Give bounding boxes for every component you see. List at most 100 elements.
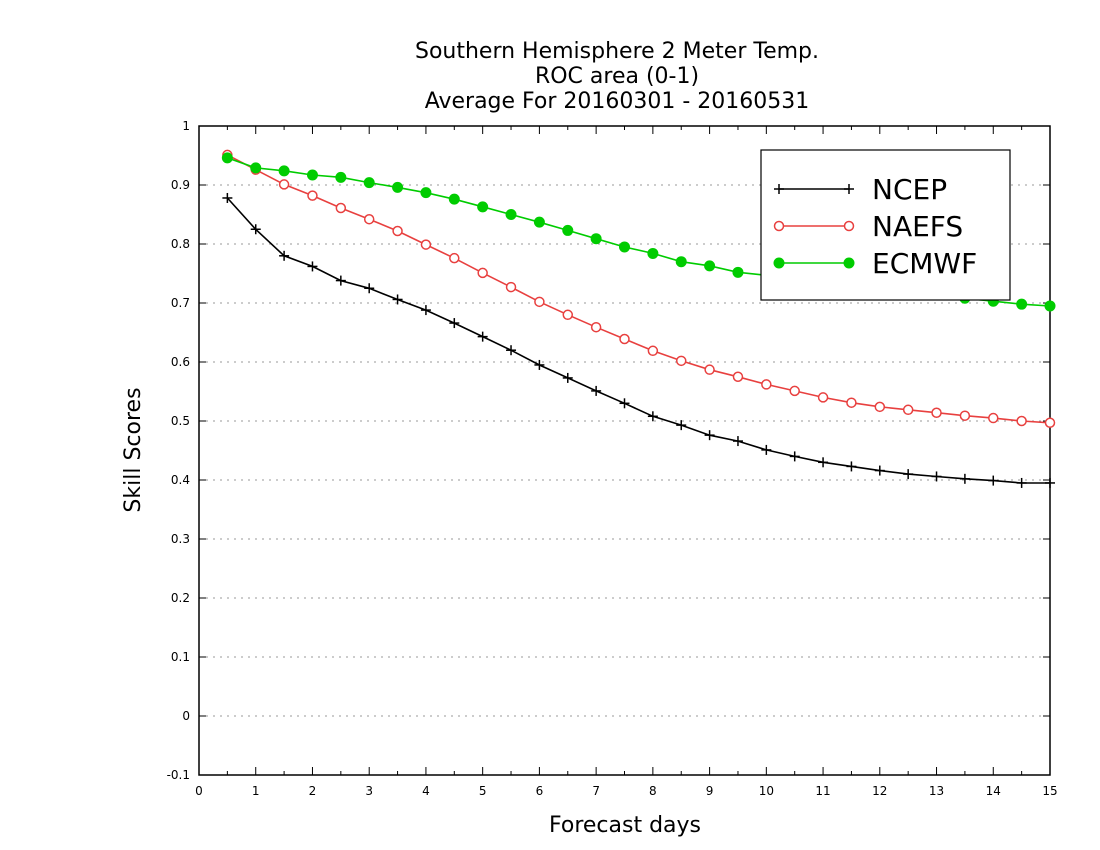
data-point-ncep	[704, 430, 715, 441]
x-tick-label: 6	[536, 784, 544, 798]
legend-marker-ncep	[844, 184, 854, 194]
x-axis-label: Forecast days	[549, 813, 701, 838]
data-point-ncep	[307, 261, 318, 272]
data-point-naefs	[534, 296, 545, 308]
x-tick-label: 5	[479, 784, 487, 798]
data-point-ncep	[789, 451, 800, 462]
data-point-ecmwf	[448, 193, 460, 205]
x-tick-label: 2	[309, 784, 317, 798]
data-point-ncep	[1045, 477, 1055, 488]
data-point-ecmwf	[732, 266, 744, 278]
data-point-naefs	[420, 239, 432, 250]
data-point-naefs	[874, 401, 886, 413]
data-point-ecmwf	[335, 171, 347, 183]
x-tick-label: 12	[872, 784, 887, 798]
data-point-ecmwf	[420, 187, 432, 199]
chart-title-line-2: ROC area (0-1)	[535, 64, 699, 89]
y-tick-label: 0.1	[171, 650, 190, 664]
legend-marker-naefs	[773, 220, 785, 232]
y-tick-label: 0.3	[171, 532, 190, 546]
data-point-ncep	[959, 473, 970, 484]
x-tick-label: 7	[592, 784, 600, 798]
data-point-ecmwf	[675, 256, 687, 268]
data-point-naefs	[789, 385, 800, 397]
x-tick-label: 9	[706, 784, 714, 798]
data-point-ncep	[846, 461, 857, 472]
y-tick-label: 0	[182, 709, 190, 723]
data-point-naefs	[817, 392, 829, 403]
y-tick-label: 1	[182, 119, 190, 133]
data-point-naefs	[562, 309, 574, 321]
data-point-ncep	[420, 305, 431, 316]
data-point-ecmwf	[562, 224, 574, 236]
data-point-naefs	[704, 364, 715, 375]
data-point-ncep	[534, 359, 545, 370]
y-tick-label: 0.2	[171, 591, 190, 605]
data-point-naefs	[619, 333, 630, 345]
data-point-ncep	[903, 469, 914, 480]
x-tick-label: 13	[929, 784, 944, 798]
data-point-naefs	[363, 213, 375, 225]
data-point-naefs	[959, 410, 971, 421]
data-point-naefs	[1016, 415, 1027, 427]
x-tick-label: 3	[365, 784, 373, 798]
data-point-ncep	[506, 345, 517, 356]
y-tick-label: 0.7	[171, 296, 190, 310]
x-tick-label: 14	[986, 784, 1001, 798]
data-point-ncep	[562, 372, 573, 383]
data-point-ncep	[335, 275, 346, 286]
chart-title-line-1: Southern Hemisphere 2 Meter Temp.	[415, 39, 819, 64]
data-point-naefs	[477, 267, 488, 279]
series-lines	[221, 149, 1056, 488]
data-point-ecmwf	[250, 162, 262, 174]
data-point-ecmwf	[590, 233, 602, 245]
x-tick-label: 8	[649, 784, 657, 798]
x-tick-label: 1	[252, 784, 260, 798]
y-axis-label: Skill Scores	[121, 387, 146, 512]
x-tick-label: 15	[1042, 784, 1057, 798]
x-tick-label: 10	[759, 784, 774, 798]
data-point-ecmwf	[1044, 300, 1056, 312]
data-point-ecmwf	[306, 169, 318, 181]
x-tick-label: 11	[815, 784, 830, 798]
data-point-ecmwf	[278, 165, 290, 177]
data-point-ecmwf	[477, 201, 489, 213]
y-tick-label: 0.8	[171, 237, 190, 251]
data-point-ncep	[1016, 477, 1027, 488]
data-point-naefs	[505, 281, 517, 293]
data-point-naefs	[307, 190, 318, 201]
data-point-ncep	[647, 411, 658, 422]
chart-title-line-3: Average For 20160301 - 20160531	[425, 89, 810, 114]
data-point-naefs	[732, 371, 744, 382]
data-point-ncep	[392, 294, 403, 305]
data-point-naefs	[761, 379, 772, 390]
data-point-naefs	[278, 179, 290, 190]
legend-marker-ecmwf	[843, 257, 855, 269]
legend-label-ncep: NCEP	[872, 173, 947, 206]
data-point-naefs	[846, 397, 857, 408]
y-tick-label: 0.6	[171, 355, 190, 369]
data-point-naefs	[647, 345, 659, 357]
legend-marker-ecmwf	[773, 257, 785, 269]
legend-label-ecmwf: ECMWF	[872, 247, 977, 280]
data-point-ecmwf	[363, 177, 375, 189]
data-point-ecmwf	[647, 247, 659, 259]
data-point-ncep	[279, 250, 290, 261]
axes: -0.100.10.20.30.40.50.60.70.80.910 1 2 3 4 5 6…	[167, 119, 1058, 798]
data-point-naefs	[1044, 417, 1056, 429]
data-point-ncep	[364, 283, 375, 294]
chart-title: Southern Hemisphere 2 Meter Temp. ROC ar…	[415, 39, 819, 114]
data-point-naefs	[902, 404, 914, 416]
legend-label-naefs: NAEFS	[872, 210, 963, 243]
data-point-ncep	[222, 192, 233, 203]
y-tick-label: 0.4	[171, 473, 190, 487]
data-point-ncep	[619, 398, 630, 409]
data-point-ecmwf	[704, 260, 716, 272]
data-point-ncep	[477, 331, 488, 342]
y-tick-label: 0.5	[171, 414, 190, 428]
data-point-naefs	[449, 252, 460, 264]
gridlines	[199, 184, 1050, 717]
legend: NCEP NAEFS ECMWF	[760, 149, 1011, 301]
data-point-naefs	[335, 202, 347, 214]
